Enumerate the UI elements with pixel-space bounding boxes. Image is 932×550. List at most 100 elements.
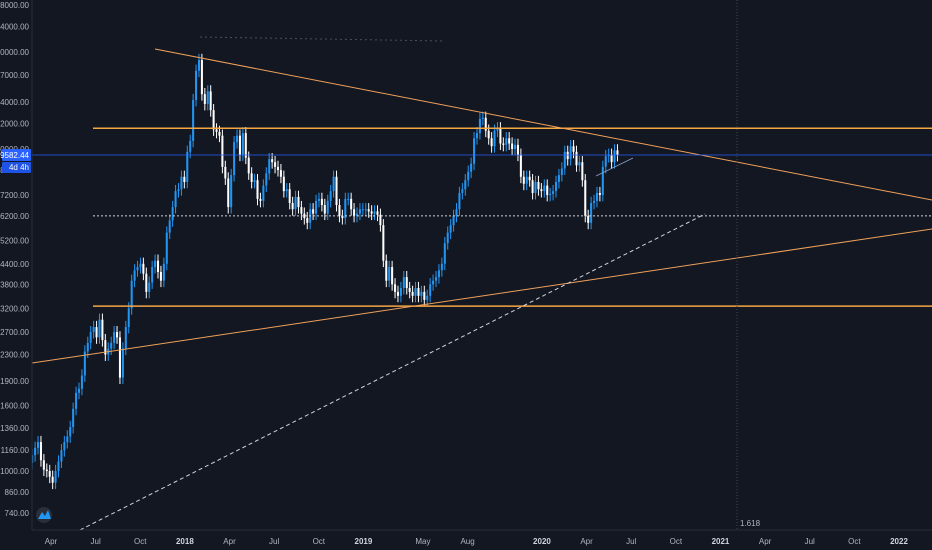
candle-body [63, 442, 66, 451]
candle-body [391, 267, 394, 285]
time-tick-label: Oct [313, 537, 326, 546]
candle-body [402, 277, 405, 289]
candle-body [285, 189, 288, 192]
candle-body [332, 176, 335, 192]
candle-body [449, 225, 452, 233]
candle-body [306, 218, 309, 223]
candle-body [399, 288, 402, 296]
candle-body [136, 267, 139, 271]
candle-body [118, 337, 121, 378]
candle-body [461, 189, 464, 194]
candle-body [69, 426, 72, 437]
time-tick-label: Jul [626, 537, 636, 546]
candle-body [34, 447, 37, 456]
candle-body [563, 151, 566, 169]
candle-body [508, 138, 511, 144]
candle-body [341, 215, 344, 219]
descending-trendline [154, 48, 932, 201]
candle-body [89, 332, 92, 343]
time-tick-label: Apr [759, 537, 772, 546]
candle-body [66, 436, 69, 443]
price-tags: 9582.44 4d 4h [0, 148, 31, 173]
price-axis[interactable]: 28000.00 24000.00 20000.00 17000.00 14000.00… [0, 0, 52, 530]
candle-body [578, 162, 581, 166]
candle-body [552, 191, 555, 194]
candle-body [148, 282, 151, 292]
candle-body [443, 243, 446, 264]
candle-body [317, 198, 320, 201]
candle-body [154, 260, 157, 268]
candle-body [271, 159, 274, 163]
candle-body [75, 392, 78, 409]
candle-body [203, 94, 206, 104]
candle-body [475, 133, 479, 139]
candle-body [490, 138, 493, 147]
candle-body [458, 193, 461, 210]
candle-body [408, 288, 411, 292]
candle-body [473, 138, 476, 164]
candle-body [496, 128, 499, 131]
candle-body [388, 267, 391, 281]
candle-body [39, 442, 42, 461]
candle-body [519, 154, 522, 177]
candle-body [353, 209, 356, 216]
candle-body [481, 117, 484, 119]
candle-body [235, 135, 239, 143]
candle-body [344, 198, 347, 219]
candle-body [145, 273, 148, 292]
candle-body [566, 151, 569, 160]
candle-body [221, 135, 224, 167]
candle-body [130, 280, 133, 309]
price-tick-label: 5200.00 [0, 236, 29, 245]
candle-body [581, 162, 584, 181]
candle-body [83, 351, 86, 376]
time-tick-label: 2020 [533, 537, 551, 546]
candles [28, 53, 619, 490]
candle-body [238, 135, 241, 155]
candle-body [405, 277, 408, 289]
candle-body [394, 284, 397, 292]
candle-body [297, 196, 300, 208]
candle-body [493, 130, 496, 147]
candle-body [411, 291, 414, 296]
candle-body [312, 209, 315, 214]
candle-body [514, 144, 517, 149]
candle-body [42, 460, 45, 470]
countdown-tag [2, 161, 31, 173]
candle-body [92, 327, 95, 333]
candle-body [127, 308, 130, 328]
candle-body [156, 260, 160, 272]
candle-body [534, 181, 537, 194]
candle-body [101, 319, 104, 341]
time-tick-label: Jul [91, 537, 101, 546]
candle-body [525, 176, 528, 184]
candle-body [590, 202, 593, 223]
price-axis-background [0, 0, 32, 530]
candle-body [464, 180, 467, 190]
candle-body [335, 176, 338, 206]
countdown-label: 4d 4h [9, 163, 29, 172]
candle-body [434, 277, 438, 281]
candle-body [432, 280, 435, 285]
time-tick-label: Jul [805, 537, 815, 546]
candle-body [168, 220, 171, 233]
price-tick-label: 1360.00 [0, 424, 29, 433]
price-tick-label: 1000.00 [0, 467, 29, 476]
price-tick-label: 4400.00 [0, 260, 29, 269]
candle-body [446, 232, 449, 244]
time-axis[interactable]: Apr Jul Oct 2018 Apr Jul Oct 2019 May Aug 2020 Apr J… [32, 529, 932, 546]
candle-body [244, 133, 247, 158]
candle-body [250, 173, 253, 182]
time-tick-label: Aug [460, 537, 474, 546]
drawings[interactable]: 1.618 [31, 0, 932, 531]
ascending-trendline [31, 228, 932, 364]
candle-body [584, 180, 587, 216]
candle-body [487, 130, 490, 139]
candle-body [502, 143, 505, 145]
candle-body [616, 150, 619, 155]
candle-body [227, 178, 230, 208]
candle-body [329, 191, 332, 201]
candle-body [423, 291, 426, 300]
candle-body [212, 110, 215, 130]
